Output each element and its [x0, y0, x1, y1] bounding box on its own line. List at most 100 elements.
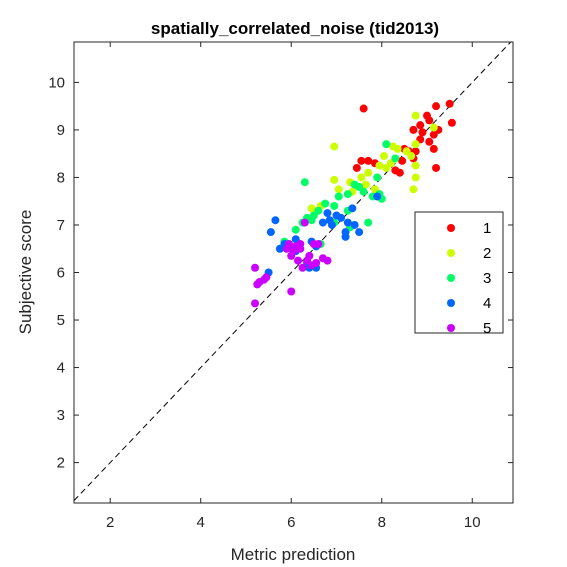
y-tick-label: 2: [57, 455, 65, 472]
series-4-point: [355, 228, 364, 237]
legend: 1 2 3 4 5: [414, 211, 504, 337]
series-5-point: [287, 287, 296, 296]
series-1-point: [432, 102, 441, 111]
identity-line: [73, 41, 512, 501]
axis-ticks: 2 4 6 8 10 2 3 4 5 6 7 8 9 10: [48, 42, 513, 531]
series-1-point: [445, 99, 454, 108]
series-2-point: [409, 185, 418, 194]
y-tick-label: 4: [57, 360, 65, 377]
series-2-point: [407, 152, 416, 161]
series-4-point: [266, 228, 275, 237]
series-1-point: [398, 156, 407, 165]
series-2-point: [382, 163, 391, 172]
y-tick-label: 8: [57, 169, 65, 186]
series-1-point: [425, 137, 434, 146]
series-5-point: [298, 263, 307, 272]
legend-label-4: 4: [483, 295, 491, 312]
series-5-point: [284, 239, 293, 248]
series-2-point: [357, 173, 366, 182]
series-1-point: [416, 121, 425, 130]
legend-marker-1: [447, 224, 455, 232]
series-5-point: [300, 218, 309, 227]
series-3-point: [291, 225, 300, 234]
x-tick-label: 10: [464, 514, 481, 531]
y-axis-label: Subjective score: [16, 210, 35, 335]
series-3-point: [364, 218, 373, 227]
series-1-point: [429, 144, 438, 153]
series-1-point: [425, 116, 434, 125]
series-4-point: [373, 192, 382, 201]
legend-marker-4: [447, 299, 455, 307]
series-2-point: [429, 123, 438, 132]
series-2-point: [411, 173, 420, 182]
legend-box: [414, 211, 504, 334]
series-3-point: [382, 140, 391, 149]
series-3-point: [334, 192, 343, 201]
y-tick-label: 5: [57, 312, 65, 329]
x-tick-label: 4: [197, 514, 205, 531]
legend-label-5: 5: [483, 320, 491, 337]
y-tick-label: 9: [57, 122, 65, 139]
series-4-point: [323, 209, 332, 218]
series-3-point: [307, 216, 316, 225]
series-2-point: [375, 161, 384, 170]
legend-label-2: 2: [483, 245, 491, 262]
series-2-point: [330, 175, 339, 184]
series-3-point: [359, 187, 368, 196]
plot-frame: [73, 41, 514, 504]
series-5-point: [323, 256, 332, 265]
series-1-point: [352, 163, 361, 172]
legend-label-3: 3: [483, 270, 491, 287]
reference-diagonal: [73, 41, 512, 501]
series-4-point: [350, 220, 359, 229]
series-2-point: [393, 144, 402, 153]
x-tick-label: 2: [106, 514, 114, 531]
x-tick-label: 8: [378, 514, 386, 531]
series-2-point: [380, 152, 389, 161]
series-1-point: [364, 156, 373, 165]
series-3-point: [300, 178, 309, 187]
data-points: [251, 99, 456, 308]
x-tick-label: 6: [287, 514, 295, 531]
series-4-point: [332, 211, 341, 220]
series-5-point: [294, 256, 303, 265]
series-1-point: [409, 125, 418, 134]
y-tick-label: 7: [57, 217, 65, 234]
series-1-point: [418, 128, 427, 137]
series-3-point: [330, 201, 339, 210]
series-4-point: [341, 232, 350, 241]
legend-marker-5: [447, 324, 455, 332]
series-5-point: [251, 263, 260, 272]
y-tick-label: 6: [57, 265, 65, 282]
legend-marker-2: [447, 249, 455, 257]
series-5-point: [287, 251, 296, 260]
y-tick-label: 10: [48, 74, 65, 91]
series-1-point: [359, 104, 368, 113]
series-3-point: [391, 154, 400, 163]
series-5-point: [296, 239, 305, 248]
y-tick-label: 3: [57, 407, 65, 424]
series-2-point: [364, 168, 373, 177]
series-1-point: [395, 168, 404, 177]
series-4-point: [318, 218, 327, 227]
series-1-point: [447, 118, 456, 127]
series-5-point: [253, 280, 262, 289]
series-3-point: [321, 199, 330, 208]
legend-marker-3: [447, 274, 455, 282]
series-2-point: [307, 204, 316, 213]
series-1-point: [357, 156, 366, 165]
series-4-point: [343, 218, 352, 227]
series-4-point: [348, 204, 357, 213]
series-5-point: [251, 299, 260, 308]
series-2-point: [411, 111, 420, 120]
x-axis-label: Metric prediction: [231, 545, 356, 564]
series-5-point: [309, 239, 318, 248]
series-2-point: [334, 185, 343, 194]
series-5-point: [307, 261, 316, 270]
series-2-point: [411, 140, 420, 149]
series-3-point: [343, 190, 352, 199]
series-4-point: [327, 220, 336, 229]
series-4-point: [271, 216, 280, 225]
series-1-point: [432, 163, 441, 172]
